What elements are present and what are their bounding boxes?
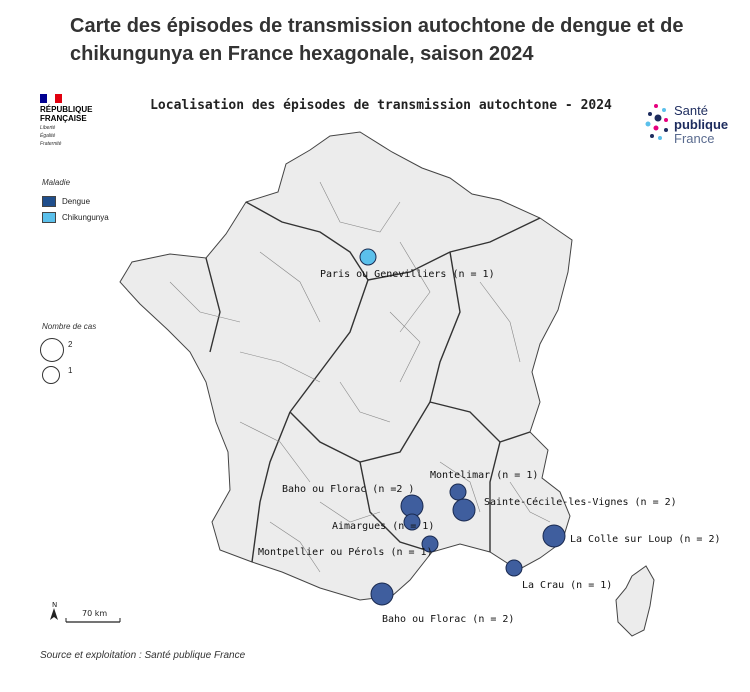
legend-item-dengue: Dengue — [42, 196, 90, 207]
episode-label-8: Baho ou Florac (n = 2) — [382, 614, 514, 625]
episode-marker-1 — [449, 483, 467, 501]
size-label-2: 2 — [68, 340, 73, 349]
spf-line3: France — [674, 131, 715, 146]
map-title: Localisation des épisodes de transmissio… — [150, 98, 612, 113]
episode-marker-6 — [421, 535, 439, 553]
episode-label-2: Baho ou Florac (n =2 ) — [282, 484, 414, 495]
page-headline: Carte des épisodes de transmission autoc… — [70, 15, 684, 65]
legend-disease-title: Maladie — [42, 178, 71, 187]
north-label: N — [52, 602, 57, 609]
size-label-1: 1 — [68, 366, 73, 375]
legend-item-chikungunya: Chikungunya — [42, 212, 109, 223]
episode-label-6: Montpellier ou Pérols (n = 1) — [258, 546, 433, 558]
episode-label-0: Paris ou Genevilliers (n = 1) — [320, 269, 495, 280]
dengue-swatch — [42, 196, 56, 207]
source-note: Source et exploitation : Santé publique … — [40, 650, 246, 661]
episode-marker-3 — [452, 498, 476, 522]
region-borders — [205, 201, 541, 563]
rf-name-line1: RÉPUBLIQUE — [40, 105, 93, 114]
episode-marker-7 — [505, 559, 523, 577]
republique-francaise-logo: RÉPUBLIQUE FRANÇAISE Liberté Égalité Fra… — [40, 94, 110, 147]
map-figure: Paris ou Genevilliers (n = 1) Montelimar … — [20, 82, 742, 682]
episode-label-1: Montelimar (n = 1) — [430, 470, 538, 481]
spf-line1: Santé — [674, 103, 708, 118]
legend-label-chikungunya: Chikungunya — [62, 213, 109, 222]
department-borders — [169, 181, 551, 573]
spf-line2: publique — [674, 117, 729, 132]
episode-marker-4 — [403, 513, 421, 531]
sante-publique-france-logo: Santé publique France — [644, 102, 744, 152]
north-arrow-icon — [50, 608, 58, 620]
french-flag-icon — [40, 94, 62, 103]
france-map: Paris ou Genevilliers (n = 1) Montelimar … — [119, 131, 721, 637]
size-circle-1 — [42, 366, 60, 384]
scale-label: 70 km — [82, 609, 107, 618]
chikungunya-swatch — [42, 212, 56, 223]
legend-label-dengue: Dengue — [62, 197, 91, 206]
rf-name-line2: FRANÇAISE — [40, 114, 87, 123]
episode-marker-5 — [542, 524, 566, 548]
rf-motto-3: Fraternité — [40, 141, 62, 147]
rf-motto-1: Liberté — [40, 125, 56, 131]
episode-label-7: La Crau (n = 1) — [522, 580, 612, 591]
episode-marker-8 — [370, 582, 394, 606]
spf-dots-icon — [645, 104, 668, 140]
corsica — [615, 565, 655, 637]
size-circle-2 — [40, 338, 64, 362]
scale-bar: N 70 km — [50, 602, 121, 623]
legend-size-title: Nombre de cas — [42, 322, 97, 331]
episode-label-3: Sainte-Cécile-les-Vignes (n = 2) — [484, 496, 677, 508]
episode-label-4: Aimargues (n = 1) — [332, 521, 434, 532]
episode-marker-0 — [359, 248, 377, 266]
episode-label-5: La Colle sur Loup (n = 2) — [570, 534, 721, 545]
rf-motto-2: Égalité — [40, 133, 56, 139]
france-mainland — [119, 131, 573, 601]
